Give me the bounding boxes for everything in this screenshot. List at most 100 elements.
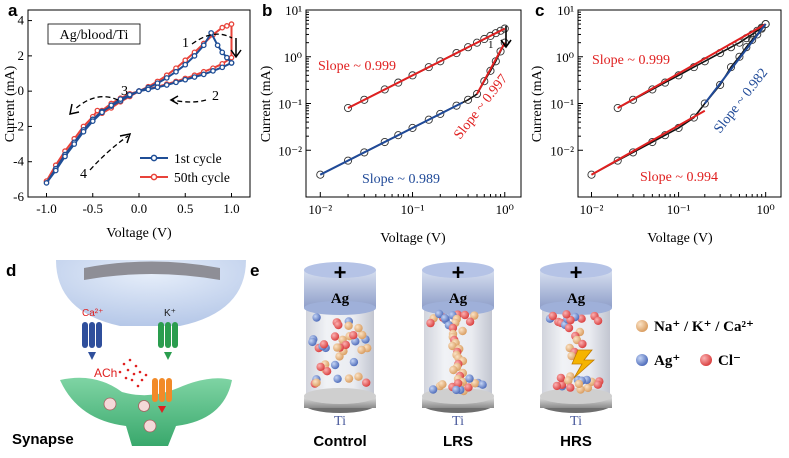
ion-label-ca: Ca²⁺ — [82, 308, 103, 319]
panel-label-d: d — [6, 261, 16, 280]
annotation-2: 2 — [212, 89, 219, 104]
y-tick-label-a: 2 — [18, 48, 25, 63]
ag-label: Ag — [331, 291, 350, 307]
legend-a: 1st cycle 50th cycle — [140, 151, 230, 185]
y-tick-label-a: -4 — [13, 154, 24, 169]
y-axis-label-b: Current (mA) — [259, 65, 274, 142]
ion-ball — [574, 379, 584, 389]
x-axis-label-b: Voltage (V) — [380, 231, 446, 246]
data-point — [208, 30, 214, 36]
fit-line-hrs-low — [590, 109, 706, 176]
data-point — [136, 88, 142, 95]
data-point — [219, 64, 226, 71]
x-tick-label: 10⁻² — [580, 202, 604, 217]
data-point-LRS — [628, 95, 638, 104]
y-axis-label-a: Current (mA) — [3, 65, 18, 142]
ion-ball — [552, 381, 562, 391]
data-point — [200, 42, 207, 49]
plot-area-c — [587, 20, 770, 179]
electrolyte-cells: Ti + Ag Control Ti + Ag LRS Ti + Ag HRS — [304, 260, 612, 450]
data-point-HRS — [496, 47, 505, 56]
annotation-1: 1 — [182, 36, 189, 51]
panel-label-c: c — [535, 1, 544, 20]
data-point-LRS — [486, 31, 495, 40]
data-point — [219, 49, 226, 56]
data-point — [182, 57, 189, 64]
data-point — [191, 53, 198, 59]
data-point-LRS — [452, 48, 461, 58]
lightning-icon — [571, 349, 596, 379]
x-axis-label-a: Voltage (V) — [106, 226, 172, 241]
data-point — [228, 54, 235, 61]
data-point — [228, 21, 235, 27]
slope-label-b-3: Slope ~ 0.989 — [362, 172, 440, 187]
ag-electrode-top — [540, 262, 612, 278]
panel-e: e Ti + Ag Control Ti + Ag LRS Ti + Ag HRS Na⁺ / K⁺ … — [250, 260, 754, 450]
ion-ball — [448, 341, 457, 351]
trend-line-LRS — [617, 23, 767, 109]
ion-ball — [438, 380, 447, 389]
data-point-HRS — [689, 113, 698, 122]
arrow-up-right-icon — [119, 133, 132, 144]
plus-icon: + — [334, 260, 347, 285]
ion-ball — [470, 311, 479, 320]
calcium-channel — [82, 322, 102, 360]
data-point-HRS — [748, 35, 757, 44]
ion-ball — [330, 332, 340, 341]
ion-ball — [428, 385, 438, 394]
ion-ball — [312, 378, 321, 387]
synaptic-vesicle-band — [84, 261, 220, 280]
ion-ball — [556, 373, 566, 383]
data-point-HRS — [344, 156, 353, 165]
ion-ball — [349, 331, 358, 340]
x-tick-label: 10⁰ — [496, 202, 514, 217]
x-tick-label: 10⁻¹ — [667, 202, 691, 217]
ion-ball — [440, 314, 450, 323]
y-tick-label: 10¹ — [557, 3, 574, 18]
x-tick-label-a: 0.5 — [177, 201, 193, 216]
slope-label-c-2: Slope ~ 0.982 — [711, 66, 771, 137]
ag-label: Ag — [449, 291, 468, 307]
box-label: Ag/blood/Ti — [60, 28, 129, 43]
data-point-HRS — [394, 131, 403, 140]
synapse-title: Synapse — [12, 431, 74, 448]
data-point-LRS — [472, 38, 482, 47]
data-point-HRS — [436, 109, 445, 118]
data-point — [99, 109, 105, 116]
data-point — [228, 60, 235, 66]
legend-e: Na⁺ / K⁺ / Ca²⁺ Ag⁺ Cl⁻ — [636, 319, 754, 369]
panel-label-e: e — [250, 261, 259, 280]
axes-c: 10⁻² 10⁻¹ 10⁰ 10⁻² 10⁻¹ 10⁰ 10¹ — [550, 3, 775, 217]
data-point-HRS — [735, 52, 744, 61]
axes-a: -1.0 -0.5 0.0 0.5 1.0 -6 -4 -2 0 2 4 — [13, 13, 239, 216]
ion-label-k: K⁺ — [164, 308, 176, 319]
data-point — [182, 76, 189, 83]
legend-label-cation: Na⁺ / K⁺ / Ca²⁺ — [654, 319, 754, 335]
fit-line-hrs-high — [703, 23, 767, 105]
data-point — [94, 107, 101, 114]
ion-ball — [354, 323, 363, 333]
data-point — [224, 54, 230, 61]
data-point-LRS — [408, 71, 417, 80]
data-point-LRS — [344, 103, 353, 113]
data-point — [219, 24, 226, 31]
y-tick-label-a: 0 — [18, 83, 25, 98]
ion-ball — [478, 380, 487, 389]
cell-control: Ti + Ag Control — [304, 260, 376, 450]
receptor-channel — [152, 378, 172, 413]
data-point-HRS — [408, 123, 417, 132]
ti-electrode-top — [540, 388, 612, 404]
data-point-HRS — [700, 99, 709, 108]
x-tick-label: 10⁰ — [757, 202, 775, 217]
data-point-LRS — [436, 57, 445, 66]
data-point-HRS — [380, 137, 389, 147]
data-point — [108, 102, 115, 109]
data-point — [52, 167, 59, 174]
ti-electrode-top — [304, 388, 376, 404]
plus-icon: + — [570, 260, 583, 285]
arrow-down-icon — [230, 38, 242, 59]
data-point — [224, 23, 230, 29]
dashed-arrow-2 — [171, 99, 207, 103]
ion-ball — [593, 316, 603, 325]
ion-ball — [322, 367, 332, 376]
